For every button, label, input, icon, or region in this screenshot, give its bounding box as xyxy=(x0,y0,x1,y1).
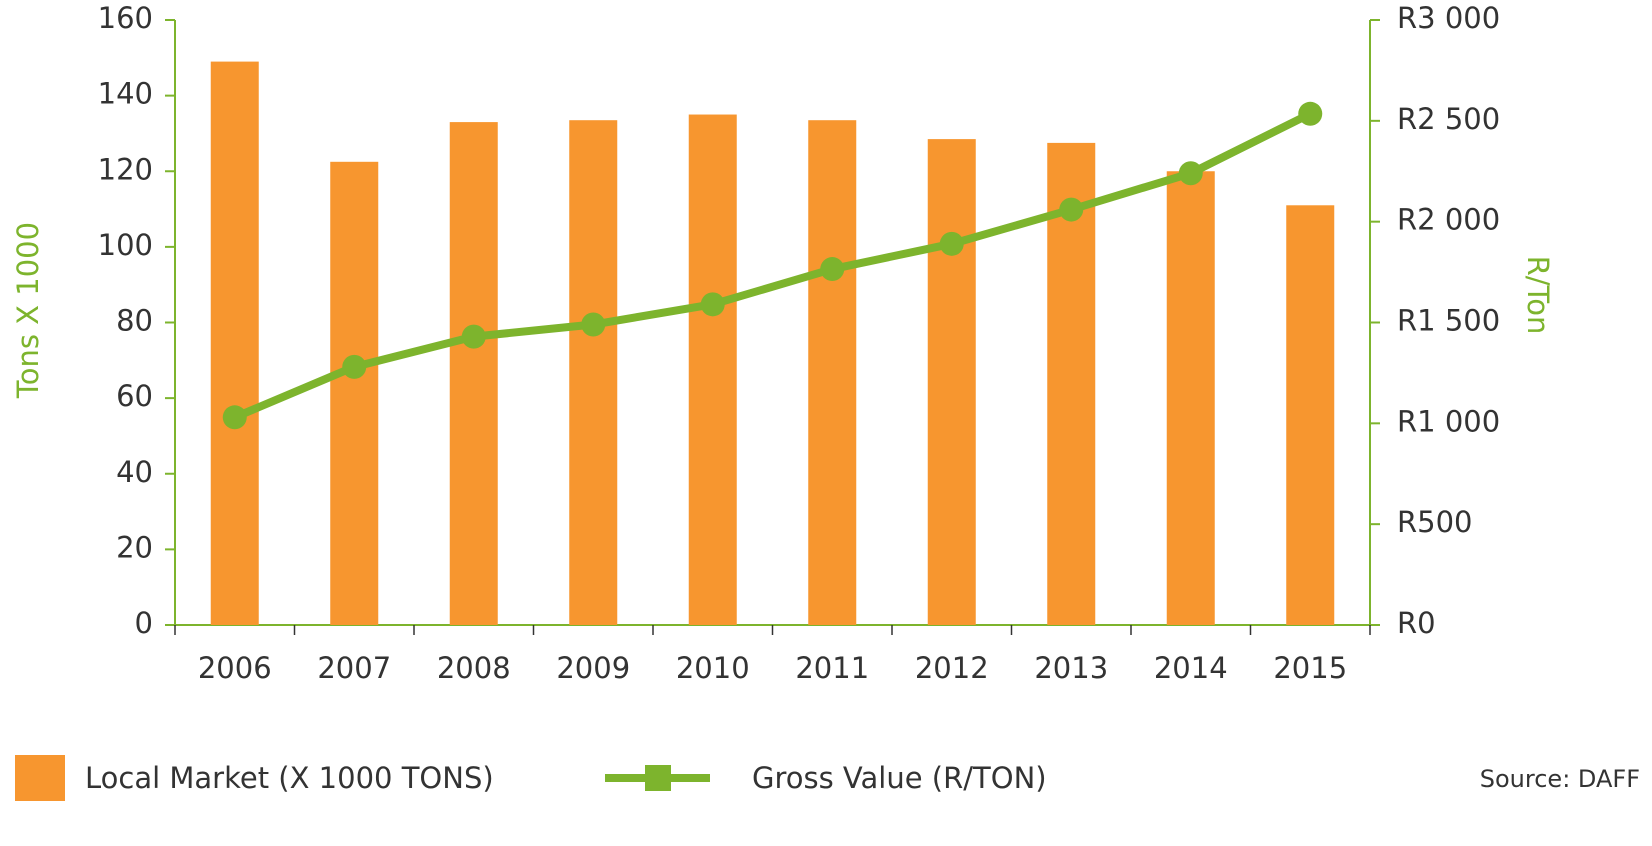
y2-axis-label: R/Ton xyxy=(1521,256,1555,335)
line-marker xyxy=(342,354,367,379)
bar xyxy=(1047,142,1096,625)
x-tick-label: 2010 xyxy=(676,651,750,685)
y-tick-label: 20 xyxy=(116,530,153,564)
y-tick-label: 140 xyxy=(98,77,153,111)
line-marker xyxy=(1178,161,1203,186)
x-tick-label: 2012 xyxy=(915,651,989,685)
line-marker xyxy=(939,231,964,256)
line-marker xyxy=(581,312,606,337)
bar xyxy=(808,120,857,625)
bar xyxy=(1286,205,1335,625)
line xyxy=(233,110,1313,421)
x-tick-label: 2008 xyxy=(437,651,511,685)
y-tick-label: 60 xyxy=(116,379,153,413)
legend-label: Local Market (X 1000 TONS) xyxy=(85,761,494,795)
y2-tick-label: R500 xyxy=(1397,505,1473,539)
x-tick-label: 2007 xyxy=(317,651,391,685)
y-tick-label: 80 xyxy=(116,304,153,338)
line-marker xyxy=(1059,197,1084,222)
x-tick-label: 2014 xyxy=(1154,651,1228,685)
line-marker xyxy=(700,292,725,317)
line-marker xyxy=(222,405,247,430)
legend-swatch-marker xyxy=(645,765,671,791)
line-marker xyxy=(1298,101,1323,126)
x-tick-label: 2006 xyxy=(198,651,272,685)
y-tick-label: 100 xyxy=(98,228,153,262)
y2-tick-label: R2 000 xyxy=(1397,203,1500,237)
y-tick-label: 120 xyxy=(98,152,153,186)
x-tick-label: 2009 xyxy=(556,651,630,685)
bar xyxy=(330,161,379,625)
y-tick-label: 40 xyxy=(116,455,153,489)
y2-tick-label: R3 000 xyxy=(1397,1,1500,35)
line-marker xyxy=(820,257,845,282)
bar xyxy=(927,139,976,625)
legend-label: Gross Value (R/TON) xyxy=(752,761,1047,795)
x-tick-label: 2011 xyxy=(795,651,869,685)
y2-tick-label: R0 xyxy=(1397,606,1436,640)
bar xyxy=(1166,171,1215,625)
y2-tick-label: R2 500 xyxy=(1397,102,1500,136)
y-axis-label: Tons X 1000 xyxy=(11,222,45,399)
source: Source: DAFF xyxy=(1480,765,1640,793)
bar xyxy=(688,114,737,625)
legend-swatch xyxy=(15,755,65,801)
bar xyxy=(569,120,618,625)
y-tick-label: 0 xyxy=(135,606,153,640)
y2-tick-label: R1 500 xyxy=(1397,304,1500,338)
y2-tick-label: R1 000 xyxy=(1397,404,1500,438)
x-tick-label: 2015 xyxy=(1273,651,1347,685)
line-marker xyxy=(461,324,486,349)
bar xyxy=(210,61,259,625)
x-tick-label: 2013 xyxy=(1034,651,1108,685)
bar xyxy=(449,122,498,625)
y-tick-label: 160 xyxy=(98,1,153,35)
